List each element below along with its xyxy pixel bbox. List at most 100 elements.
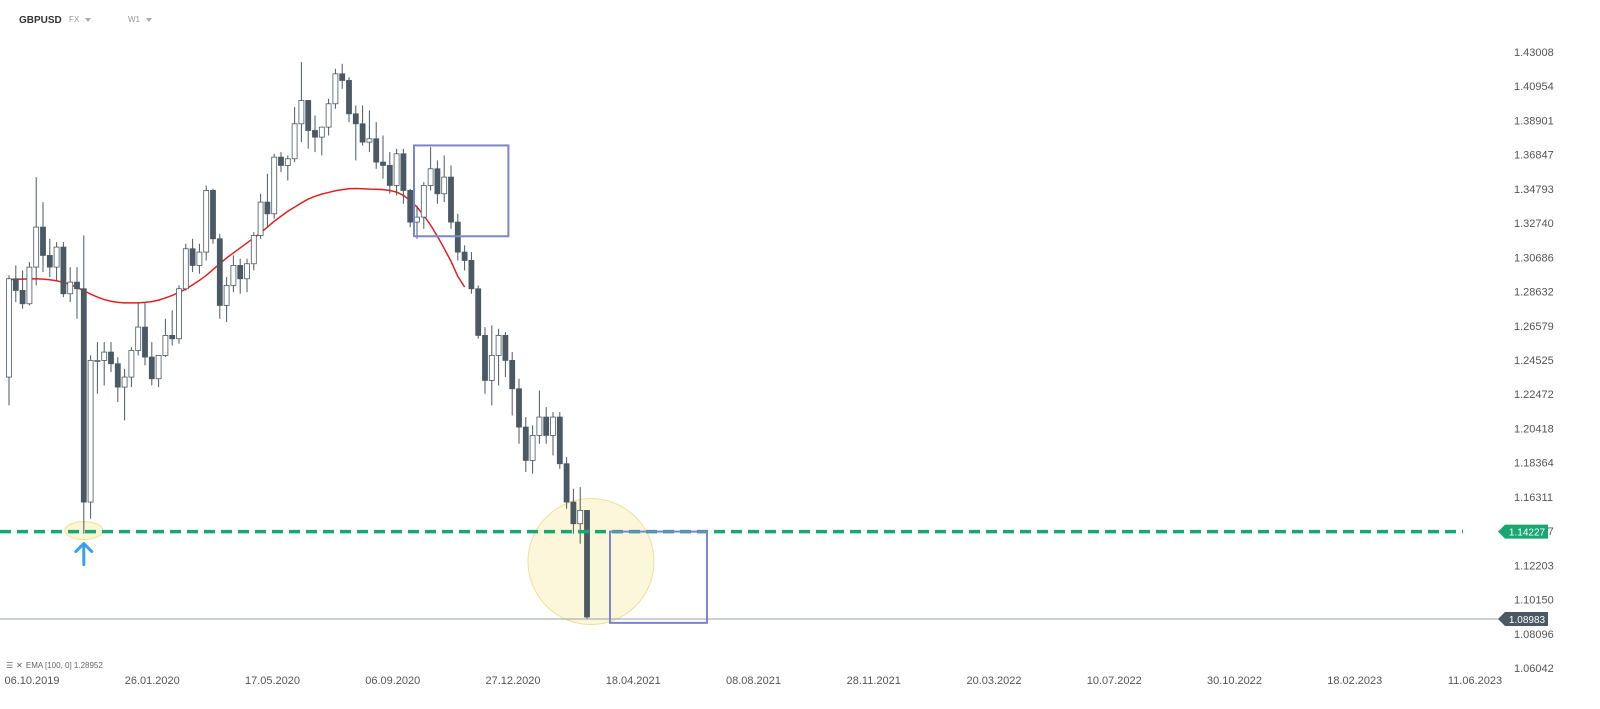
candle-body: [101, 351, 108, 361]
candle-body: [386, 165, 393, 186]
candle-body: [516, 388, 522, 428]
candle-body: [570, 501, 577, 525]
candle-body: [230, 265, 237, 286]
current-price-label: 1.08983: [1509, 615, 1546, 626]
x-tick-label: 30.10.2022: [1207, 675, 1262, 687]
candle-body: [380, 161, 386, 166]
candle-body: [434, 168, 441, 195]
candle-body: [393, 153, 400, 186]
candle-body: [162, 335, 169, 356]
candle-body: [420, 185, 427, 218]
candle-body: [400, 153, 407, 191]
candle-body: [407, 190, 414, 223]
candle-body: [33, 226, 40, 268]
candle-body: [74, 281, 80, 290]
candle-body: [278, 156, 284, 166]
candle-body: [284, 158, 291, 166]
candle-body: [529, 435, 536, 461]
support-price-tag: [1498, 524, 1548, 539]
candle-body: [312, 130, 318, 138]
candle-body: [318, 126, 325, 138]
candle-body: [53, 246, 60, 268]
candle-body: [502, 335, 509, 361]
candle-body: [488, 355, 495, 381]
x-tick-label: 18.04.2021: [606, 675, 661, 687]
x-tick-label: 18.02.2023: [1327, 675, 1382, 687]
arrow-up-icon: [74, 542, 94, 567]
candle-body: [414, 216, 420, 223]
candle-body: [128, 350, 135, 378]
y-tick-label: 1.26579: [1514, 321, 1554, 333]
y-tick-label: 1.10150: [1514, 595, 1554, 607]
candle-body: [121, 376, 128, 388]
x-tick-label: 11.06.2023: [1448, 675, 1502, 687]
ema-legend-label: EMA [100, 0] 1.28952: [25, 661, 103, 670]
menu-icon[interactable]: ☰: [6, 661, 14, 670]
candle-body: [114, 363, 121, 388]
candle-body: [577, 509, 584, 525]
candle-body: [142, 326, 148, 358]
candle-body: [271, 156, 278, 215]
timeframe-selector[interactable]: W1: [128, 15, 152, 24]
candle-body: [332, 73, 339, 105]
candle-body: [536, 416, 543, 436]
close-icon[interactable]: ✕: [16, 661, 23, 670]
candle-body: [550, 416, 556, 436]
market-selector[interactable]: FX: [69, 15, 92, 24]
axis-layer: 1.43008 1.40954 1.38901 1.36847 1.34793 1.327…: [4, 47, 1553, 687]
x-tick-label: 27.12.2020: [485, 675, 540, 687]
y-tick-label: 1.40954: [1514, 81, 1554, 93]
candle-body: [352, 113, 359, 125]
candle-body: [223, 285, 230, 306]
candle-body: [40, 226, 46, 256]
candle-body: [148, 356, 155, 380]
candle-body: [373, 138, 380, 163]
candle-body: [19, 290, 26, 305]
y-tick-label: 1.18364: [1514, 458, 1554, 470]
x-tick-label: 10.07.2022: [1087, 675, 1142, 687]
chart-toolbar: GBPUSD FX W1: [0, 0, 1600, 40]
candle-body: [60, 246, 67, 295]
y-tick-label: 1.32740: [1514, 218, 1554, 230]
candles-layer: [6, 62, 590, 619]
candle-body: [94, 360, 101, 362]
timeframe-label: W1: [128, 15, 140, 24]
x-tick-label: 20.03.2022: [966, 675, 1021, 687]
y-tick-label: 1.30686: [1514, 252, 1554, 264]
x-tick-label: 08.08.2021: [726, 675, 781, 687]
y-tick-label: 1.08096: [1514, 629, 1554, 641]
candle-body: [522, 426, 529, 461]
x-tick-label: 17.05.2020: [245, 675, 300, 687]
candle-body: [135, 326, 142, 351]
candle-body: [182, 248, 189, 290]
y-tick-label: 1.16311: [1514, 492, 1553, 504]
candle-body: [325, 103, 332, 128]
candle-body: [359, 123, 366, 143]
candle-body: [67, 281, 74, 295]
y-tick-label: 1.20418: [1514, 423, 1554, 435]
candle-body: [108, 351, 114, 365]
candle-body: [264, 201, 271, 215]
candle-body: [87, 360, 94, 503]
symbol-label[interactable]: GBPUSD: [19, 15, 62, 26]
candle-body: [12, 278, 19, 291]
highlight-layer: [64, 498, 655, 626]
candle-body: [244, 263, 250, 280]
candle-body: [169, 335, 176, 340]
candle-body: [216, 238, 223, 306]
target-box: [609, 530, 708, 624]
candle-body: [210, 190, 216, 240]
y-tick-label: 1.24525: [1514, 355, 1554, 367]
candle-body: [305, 100, 312, 131]
x-tick-label: 06.10.2019: [4, 675, 59, 687]
candle-body: [509, 360, 516, 390]
support-price-label: 1.14227: [1509, 528, 1546, 539]
candle-body: [26, 266, 33, 305]
candle-body: [250, 235, 257, 265]
y-tick-label: 1.38901: [1514, 115, 1554, 127]
candle-body: [189, 248, 196, 266]
candle-body: [6, 278, 12, 378]
x-tick-label: 06.09.2020: [365, 675, 420, 687]
candle-body: [563, 463, 570, 503]
